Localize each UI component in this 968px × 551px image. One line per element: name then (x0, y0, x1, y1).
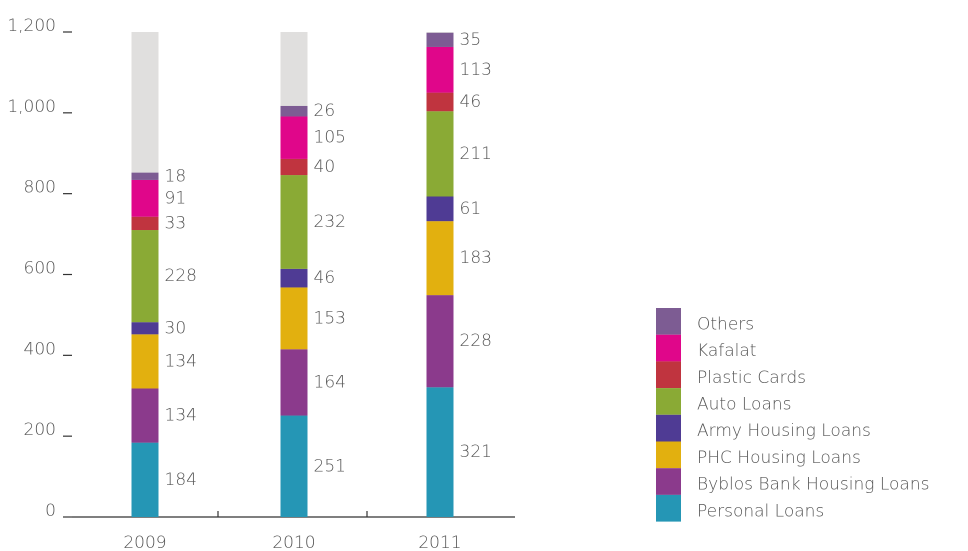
legend-label: Personal Loans (697, 501, 824, 521)
bar-segment (131, 179, 159, 217)
bar-segment (280, 415, 308, 517)
legend-label: Others (697, 314, 754, 334)
bar-segment (426, 295, 454, 388)
bar-segment (131, 442, 159, 517)
bar-segment (426, 92, 454, 112)
y-tick-label: 200 (24, 420, 56, 440)
legend-swatch (656, 494, 681, 522)
bar-segment (280, 116, 308, 159)
bar-segment (426, 46, 454, 93)
y-tick-label: 800 (24, 178, 56, 198)
x-tick-label: 2011 (418, 533, 461, 551)
bar-segment (131, 172, 159, 180)
value-label: 46 (314, 268, 336, 288)
legend-label: Auto Loans (697, 394, 792, 414)
legend-label: Plastic Cards (697, 368, 806, 388)
legend-swatch (656, 361, 681, 389)
value-label: 33 (165, 213, 187, 233)
bar-segment (280, 268, 308, 288)
legend-label: PHC Housing Loans (697, 448, 861, 468)
value-label: 232 (314, 212, 346, 232)
y-tick-label: 600 (24, 259, 56, 279)
value-label: 134 (165, 406, 197, 426)
legend-swatch (656, 441, 681, 469)
y-tick-label: 0 (45, 501, 56, 521)
bar-segment (280, 158, 308, 176)
value-label: 251 (314, 456, 346, 476)
legend-label: Kafalat (697, 341, 756, 361)
legend-swatch (656, 388, 681, 415)
x-tick-label: 2009 (123, 533, 166, 551)
bar-segment (280, 105, 308, 117)
y-tick-label: 1,200 (7, 16, 56, 36)
x-tick-label: 2010 (272, 533, 315, 551)
bar-segment (131, 230, 159, 323)
value-label: 134 (165, 351, 197, 371)
y-tick-label: 400 (24, 339, 56, 359)
legend-swatch (656, 468, 681, 495)
value-label: 30 (165, 318, 187, 338)
value-label: 26 (314, 101, 336, 121)
bar-segment (280, 287, 308, 350)
value-label: 105 (314, 128, 346, 148)
value-label: 184 (165, 470, 197, 490)
value-label: 18 (165, 166, 187, 186)
value-label: 46 (460, 92, 482, 112)
value-label: 211 (460, 144, 492, 164)
value-label: 164 (314, 372, 346, 392)
value-label: 183 (460, 248, 492, 268)
legend-swatch (656, 414, 681, 442)
bar-segment (131, 322, 159, 335)
value-label: 35 (460, 30, 482, 50)
legend-label: Byblos Bank Housing Loans (697, 475, 929, 495)
bar-segment (131, 216, 159, 231)
legend-swatch (656, 334, 681, 362)
bar-segment (131, 334, 159, 389)
bar-segment (426, 387, 454, 517)
value-label: 91 (165, 188, 187, 208)
value-label: 61 (460, 199, 482, 219)
bar-segment (426, 221, 454, 296)
legend-label: Army Housing Loans (697, 421, 871, 441)
value-label: 40 (314, 157, 336, 177)
bar-segment (426, 111, 454, 197)
bar-segment (280, 349, 308, 416)
value-label: 153 (314, 308, 346, 328)
bar-segment (426, 196, 454, 222)
value-label: 228 (165, 266, 197, 286)
y-tick-label: 1,000 (7, 97, 56, 117)
bar-segment (280, 175, 308, 269)
bar-segment (131, 388, 159, 443)
value-label: 113 (460, 60, 492, 80)
value-label: 321 (460, 442, 492, 462)
legend-swatch (656, 308, 681, 335)
bar-segment (426, 32, 454, 47)
value-label: 228 (460, 331, 492, 351)
